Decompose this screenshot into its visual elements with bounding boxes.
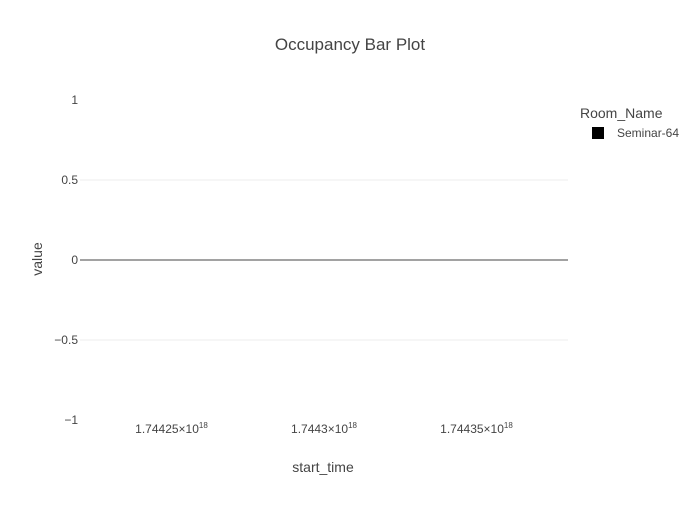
legend-items: Seminar-64 (592, 126, 679, 140)
y-axis-ticks: 1 0.5 0 −0.5 −1 (54, 93, 78, 427)
x-tick-label: 1.74425×1018 (135, 421, 208, 436)
y-tick-label: −0.5 (54, 333, 78, 347)
chart-title: Occupancy Bar Plot (275, 35, 426, 54)
legend-swatch[interactable] (592, 127, 604, 139)
y-axis-title: value (29, 242, 45, 276)
x-tick-label: 1.74435×1018 (440, 421, 513, 436)
y-tick-label: 0.5 (61, 173, 78, 187)
legend-entry-label[interactable]: Seminar-64 (617, 126, 679, 140)
legend-title: Room_Name (580, 105, 663, 121)
y-tick-label: 1 (71, 93, 78, 107)
y-tick-label: 0 (71, 253, 78, 267)
legend[interactable]: Room_Name Seminar-64 (580, 105, 679, 140)
y-tick-label: −1 (64, 413, 78, 427)
x-axis-title: start_time (292, 459, 354, 475)
grid-layer (80, 179, 568, 341)
x-axis-ticks: 1.74425×1018 1.7443×1018 1.74435×1018 (135, 421, 513, 436)
x-tick-label: 1.7443×1018 (291, 421, 358, 436)
